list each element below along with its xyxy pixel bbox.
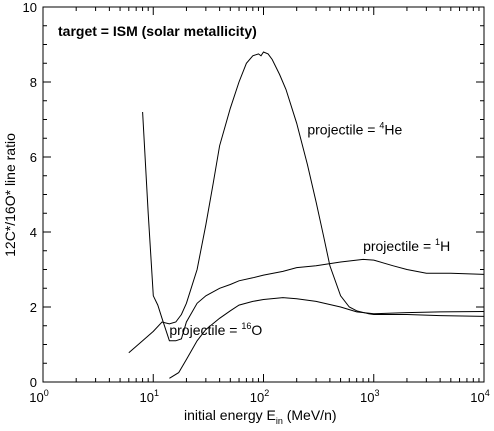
plot-frame bbox=[42, 6, 485, 383]
x-tick-label: 101 bbox=[140, 388, 159, 405]
y-tick-label: 0 bbox=[30, 375, 37, 390]
chart-annotation-title: target = ISM (solar metallicity) bbox=[58, 23, 257, 39]
x-axis-label-subscript: in bbox=[276, 416, 283, 426]
y-axis-label: 12C*/16O* line ratio bbox=[2, 133, 18, 257]
series-line-h bbox=[142, 111, 485, 342]
x-axis-label: initial energy Ein (MeV/n) bbox=[184, 407, 337, 426]
y-tick-label: 6 bbox=[30, 150, 37, 165]
series-line-he bbox=[128, 51, 485, 354]
x-axis-label-unit: (MeV/n) bbox=[283, 407, 337, 423]
x-tick-label: 103 bbox=[360, 388, 379, 405]
x-tick-label: 100 bbox=[29, 388, 48, 405]
x-tick-label: 104 bbox=[470, 388, 489, 405]
series-label-h: projectile = 1H bbox=[363, 237, 450, 254]
x-tick-label: 102 bbox=[250, 388, 269, 405]
y-tick-label: 10 bbox=[23, 0, 37, 15]
x-axis-label-main: initial energy E bbox=[184, 407, 276, 423]
y-tick-label: 8 bbox=[30, 75, 37, 90]
y-tick-label: 4 bbox=[30, 225, 37, 240]
series-label-he: projectile = 4He bbox=[307, 121, 402, 138]
series-line-o bbox=[169, 297, 485, 379]
series-label-o: projectile = 16O bbox=[169, 321, 262, 338]
y-tick-label: 2 bbox=[30, 300, 37, 315]
